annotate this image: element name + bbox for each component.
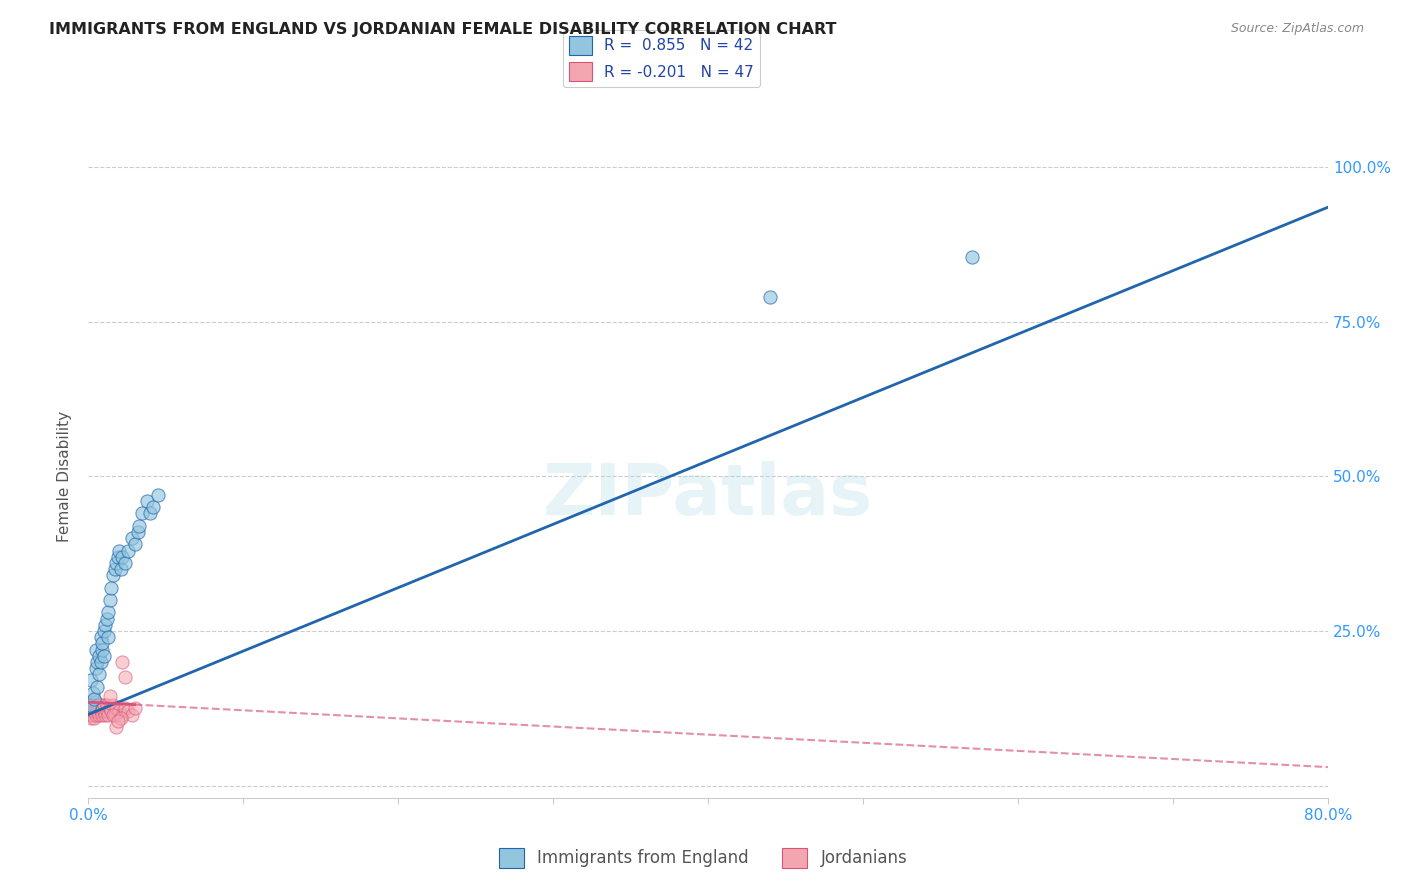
Point	[142, 500, 165, 515]
Point	[87, 667, 110, 681]
Point	[83, 705, 105, 719]
Point	[117, 543, 139, 558]
Point	[121, 707, 143, 722]
Point	[86, 705, 108, 719]
Point	[80, 698, 103, 713]
Point	[128, 518, 150, 533]
Point	[124, 701, 146, 715]
Point	[80, 711, 103, 725]
Point	[98, 689, 121, 703]
Point	[80, 673, 103, 688]
Point	[101, 698, 124, 713]
Point	[87, 648, 110, 663]
Y-axis label: Female Disability: Female Disability	[58, 410, 72, 541]
Point	[103, 562, 125, 576]
Point	[108, 705, 131, 719]
Point	[97, 606, 120, 620]
Point	[83, 692, 105, 706]
Point	[84, 661, 107, 675]
Point	[111, 707, 134, 722]
Point	[82, 686, 104, 700]
Point	[114, 556, 136, 570]
Point	[114, 701, 136, 715]
Point	[108, 543, 131, 558]
Point	[124, 537, 146, 551]
Point	[98, 701, 121, 715]
Point	[101, 707, 124, 722]
Point	[93, 624, 115, 638]
Point	[105, 556, 128, 570]
Point	[94, 617, 117, 632]
Point	[107, 714, 129, 728]
Point	[82, 695, 104, 709]
Legend: R =  0.855   N = 42, R = -0.201   N = 47: R = 0.855 N = 42, R = -0.201 N = 47	[562, 30, 761, 87]
Point	[87, 701, 110, 715]
Point	[80, 705, 103, 719]
Point	[84, 701, 107, 715]
Point	[94, 707, 117, 722]
Point	[91, 636, 114, 650]
Point	[100, 581, 122, 595]
Point	[117, 705, 139, 719]
Point	[960, 250, 983, 264]
Point	[121, 531, 143, 545]
Text: IMMIGRANTS FROM ENGLAND VS JORDANIAN FEMALE DISABILITY CORRELATION CHART: IMMIGRANTS FROM ENGLAND VS JORDANIAN FEM…	[49, 22, 837, 37]
Text: Source: ZipAtlas.com: Source: ZipAtlas.com	[1230, 22, 1364, 36]
Point	[110, 711, 132, 725]
Point	[100, 705, 122, 719]
Point	[131, 507, 153, 521]
Point	[90, 698, 112, 713]
Point	[101, 568, 124, 582]
Point	[86, 698, 108, 713]
Point	[93, 648, 115, 663]
Point	[93, 705, 115, 719]
Point	[97, 630, 120, 644]
Point	[90, 630, 112, 644]
Point	[111, 549, 134, 564]
Text: ZIPatlas: ZIPatlas	[543, 461, 873, 530]
Point	[105, 701, 128, 715]
Point	[86, 655, 108, 669]
Point	[91, 701, 114, 715]
Point	[759, 290, 782, 304]
Point	[84, 707, 107, 722]
Point	[127, 524, 149, 539]
Point	[110, 562, 132, 576]
Point	[86, 680, 108, 694]
Point	[91, 707, 114, 722]
Point	[96, 705, 118, 719]
Point	[96, 612, 118, 626]
Point	[98, 593, 121, 607]
Legend: Immigrants from England, Jordanians: Immigrants from England, Jordanians	[492, 841, 914, 875]
Point	[79, 695, 101, 709]
Point	[82, 707, 104, 722]
Point	[90, 655, 112, 669]
Point	[114, 670, 136, 684]
Point	[90, 705, 112, 719]
Point	[84, 642, 107, 657]
Point	[79, 698, 101, 713]
Point	[97, 707, 120, 722]
Point	[107, 549, 129, 564]
Point	[139, 507, 162, 521]
Point	[136, 494, 159, 508]
Point	[93, 698, 115, 713]
Point	[82, 701, 104, 715]
Point	[111, 655, 134, 669]
Point	[84, 695, 107, 709]
Point	[96, 698, 118, 713]
Point	[79, 707, 101, 722]
Point	[146, 488, 169, 502]
Point	[91, 642, 114, 657]
Point	[83, 711, 105, 725]
Point	[103, 707, 125, 722]
Point	[105, 720, 128, 734]
Point	[87, 707, 110, 722]
Point	[83, 698, 105, 713]
Point	[79, 701, 101, 715]
